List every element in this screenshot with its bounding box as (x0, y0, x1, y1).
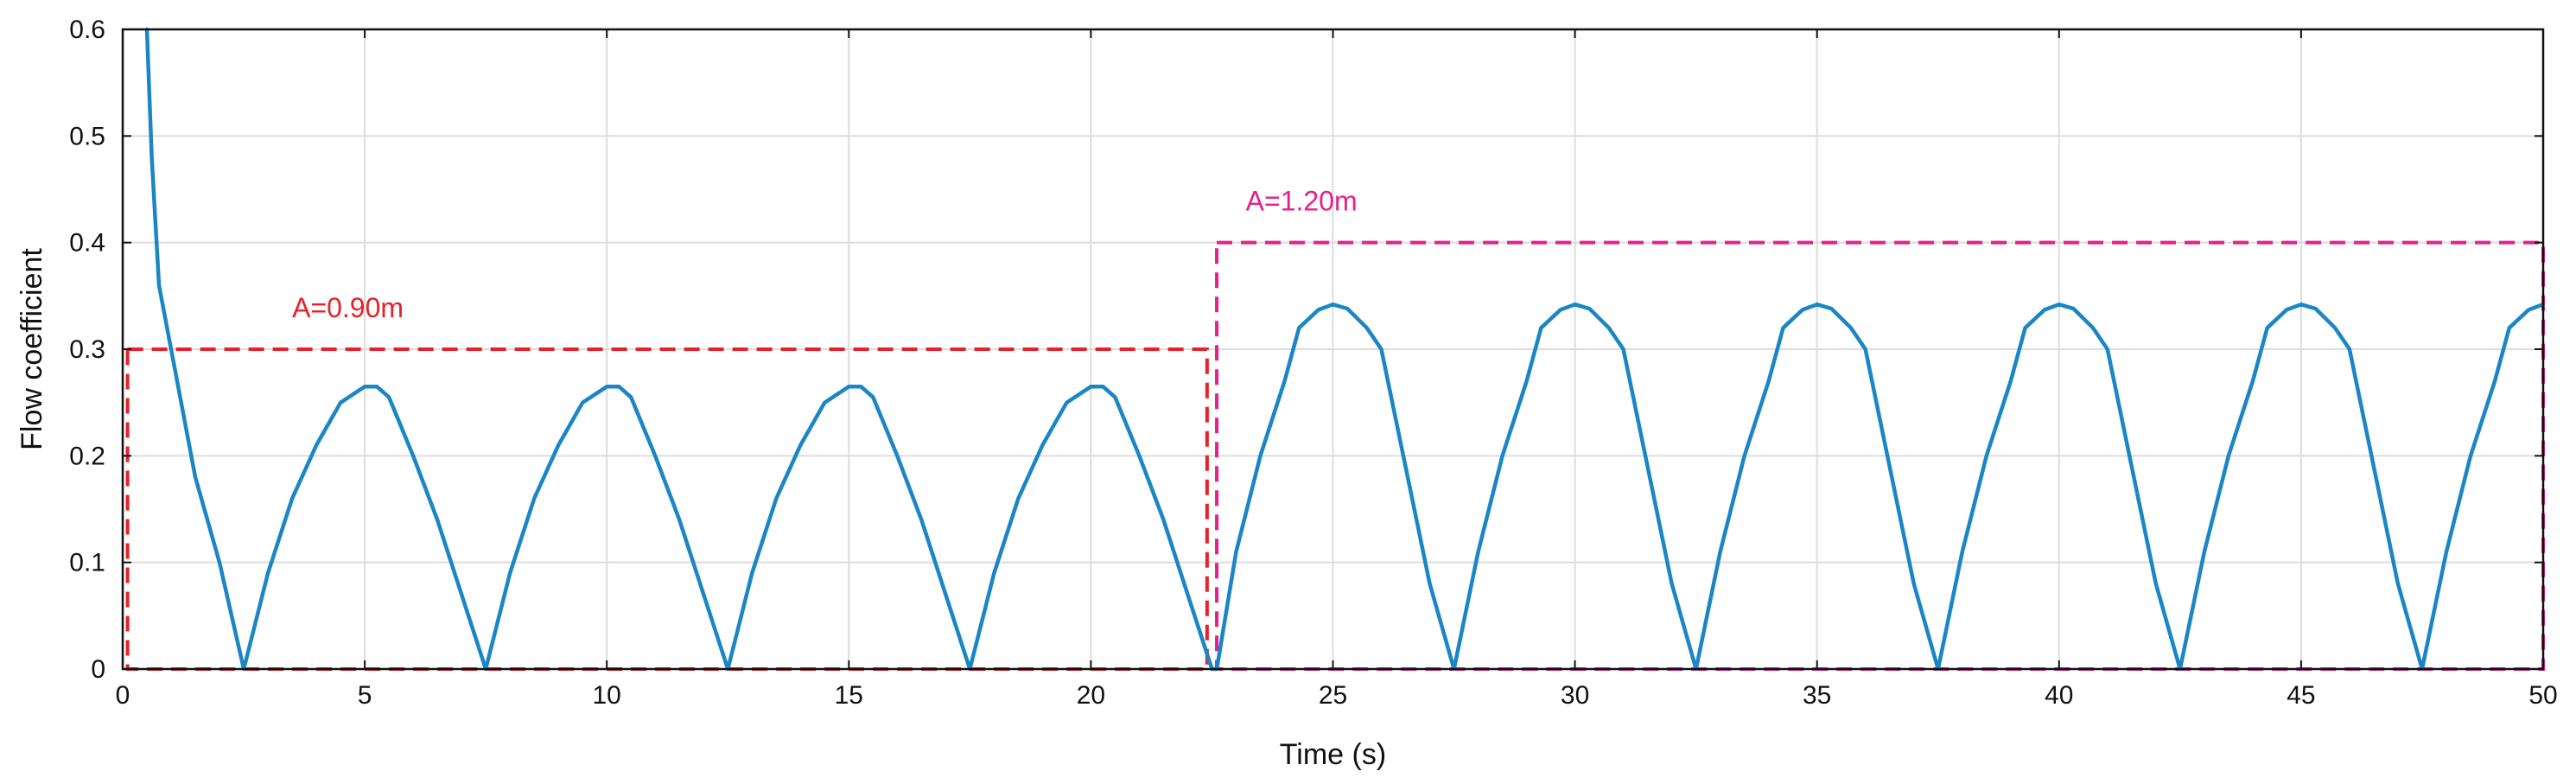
y-tick-label: 0.1 (69, 549, 105, 577)
x-axis-label: Time (s) (1280, 738, 1386, 771)
series-line-flow-coefficient (144, 27, 2546, 672)
x-tick-label: 10 (593, 681, 621, 710)
region-label-A=1.20m: A=1.20m (1246, 186, 1358, 217)
x-tick-label: 45 (2287, 681, 2315, 710)
y-tick-label: 0.6 (69, 16, 105, 44)
x-tick-label: 35 (1803, 681, 1831, 710)
y-tick-label: 0.4 (69, 229, 105, 258)
x-tick-label: 25 (1319, 681, 1347, 710)
y-tick-label: 0.3 (69, 335, 105, 364)
x-tick-label: 40 (2045, 681, 2073, 710)
x-tick-label: 0 (116, 681, 130, 710)
x-tick-label: 50 (2528, 681, 2557, 710)
y-axis-label: Flow coefficient (16, 248, 48, 450)
y-tick-label: 0 (91, 655, 105, 684)
x-tick-label: 15 (835, 681, 863, 710)
x-tick-label: 20 (1077, 681, 1105, 710)
x-tick-label: 30 (1561, 681, 1589, 710)
y-tick-label: 0.5 (69, 122, 105, 150)
data-series (144, 27, 2546, 672)
x-tick-label: 5 (358, 681, 372, 710)
y-tick-label: 0.2 (69, 442, 105, 470)
region-label-A=0.90m: A=0.90m (292, 292, 404, 323)
axis-ticks: 0 5 10 15 20 25 30 35 40 45 50 0 0.1 0.2 0.3 0.4 0.5 0.6 (69, 16, 2557, 710)
